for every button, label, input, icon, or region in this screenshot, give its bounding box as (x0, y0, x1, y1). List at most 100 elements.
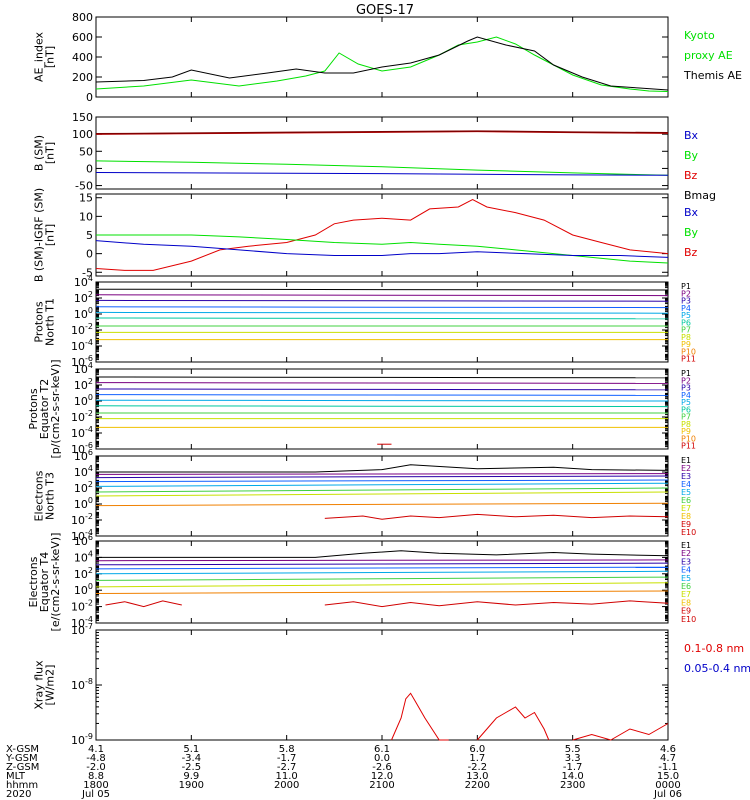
axis-tick-value: 3.3 (565, 753, 581, 764)
axis-tick-value: -1.7 (563, 762, 583, 773)
legend-entry: E1 (681, 541, 691, 550)
legend-entry: Bz (684, 169, 698, 182)
legend-entry: E8 (681, 598, 691, 607)
y-axis-label: Equator T2 (38, 379, 51, 439)
legend-entry: P11 (681, 355, 696, 364)
axis-tick-value: 4.7 (660, 753, 676, 764)
legend-entry: P7 (681, 326, 691, 335)
y-tick-label: 104 (74, 274, 93, 289)
legend-entry: E6 (681, 582, 691, 591)
y-axis-label: North T1 (44, 298, 57, 346)
y-tick-label: 150 (72, 111, 93, 124)
legend-entry: E10 (681, 615, 696, 624)
axis-tick-value: 1800 (83, 780, 108, 791)
axis-tick-value: -2.6 (372, 762, 392, 773)
axis-tick-value: 5.5 (565, 744, 581, 755)
y-axis-label: [nT] (44, 46, 57, 68)
y-tick-label: 0 (86, 162, 93, 175)
y-tick-label: 10-4 (71, 425, 93, 440)
legend-entry: E8 (681, 512, 691, 521)
series-e2 (95, 559, 669, 562)
legend-entry: P2 (681, 376, 691, 385)
legend-entry: P8 (681, 420, 691, 429)
y-tick-label: 0 (86, 91, 93, 104)
panel-3: -5 0 5 10 15 B (SM)-IGRF (SM)[nT] Bx By Bz (33, 188, 699, 282)
y-tick-label: 10-2 (71, 512, 93, 527)
axis-tick-value: 15.0 (657, 771, 679, 782)
y-tick-label: 200 (72, 71, 93, 84)
axis-tick-value: 8.8 (88, 771, 104, 782)
axis-row-label: Y-GSM (5, 753, 38, 764)
axis-tick-value: 13.0 (466, 771, 488, 782)
time-axis-table: X-GSM 4.1 5.1 5.8 6.1 6.0 5.5 4.6Y-GSM -4.8 -3.4-… (5, 744, 682, 800)
legend-entry: P9 (681, 340, 691, 349)
series-e3 (95, 562, 669, 566)
y-axis-label: Electrons (27, 556, 40, 607)
y-axis-label: [e/(cm2-s-sr-keV)] (49, 533, 62, 632)
series-p3 (95, 388, 669, 391)
panel-2: -50 0 50 100 150 B (SM)[nT] Bx By Bz Bmag (33, 111, 717, 202)
panel-frame (95, 368, 669, 450)
y-tick-label: 10-2 (71, 599, 93, 614)
series-p6 (95, 317, 669, 320)
panel-1: 0 200 400 600 800 AE_index[nT] Kyoto proxy AE Th… (33, 11, 742, 104)
legend-entry: P1 (681, 369, 691, 378)
y-axis-label: Protons (27, 388, 40, 429)
legend-entry: E10 (681, 528, 696, 537)
legend-entry: 0.1-0.8 nm (684, 642, 744, 655)
legend-entry: E4 (681, 566, 691, 575)
axis-tick-value: 9.9 (183, 771, 199, 782)
series-e6 (95, 487, 669, 493)
legend-entry: E2 (681, 549, 691, 558)
legend-entry: P10 (681, 347, 696, 356)
y-tick-label: 102 (74, 480, 93, 495)
series-e7 (95, 582, 669, 588)
panel-frame (95, 116, 669, 190)
panel-frame (95, 16, 669, 98)
legend-entry: P5 (681, 311, 691, 320)
y-tick-label: 50 (79, 145, 93, 158)
legend-entry: P9 (681, 427, 691, 436)
axis-tick-value: 0000 (655, 780, 680, 791)
y-axis-label: North T3 (44, 472, 57, 520)
y-axis-label: Equator T4 (38, 552, 51, 612)
legend-entry: E3 (681, 472, 691, 481)
series-e5 (95, 482, 669, 487)
legend-entry: P6 (681, 318, 691, 327)
series-p1 (95, 376, 669, 379)
y-tick-label: 10-2 (71, 322, 93, 337)
legend-entry: P7 (681, 413, 691, 422)
series-e2 (95, 473, 669, 475)
series-by (95, 160, 669, 176)
y-tick-label: 100 (72, 128, 93, 141)
axis-tick-value: 6.1 (374, 744, 390, 755)
legend-entry: Themis AE (683, 69, 742, 82)
legend-entry: P3 (681, 384, 691, 393)
series-p4 (95, 394, 669, 396)
series-e9 (105, 600, 182, 608)
axis-tick-value: 1.7 (469, 753, 485, 764)
axis-tick-value: 4.1 (88, 744, 104, 755)
y-tick-label: 106 (74, 448, 93, 463)
series-p5 (95, 311, 669, 314)
y-tick-label: 10-7 (71, 622, 93, 637)
series-0-1-0-8-nm (391, 692, 449, 741)
legend-entry: P8 (681, 333, 691, 342)
y-tick-label: 106 (74, 533, 93, 548)
legend-entry: P11 (681, 442, 696, 451)
y-axis-label: AE_index (33, 31, 46, 82)
y-axis-label: Protons (33, 301, 46, 342)
series-p1 (95, 288, 669, 291)
y-tick-label: 10-4 (71, 338, 93, 353)
legend-entry: By (684, 226, 699, 239)
legend-entry: E9 (681, 520, 691, 529)
series-e8 (95, 502, 669, 507)
axis-tick-value: -2.0 (86, 762, 106, 773)
series-e1 (96, 550, 669, 558)
axis-tick-value: 5.1 (183, 744, 199, 755)
y-tick-label: 5 (86, 229, 93, 242)
axis-row-label: hhmm (6, 780, 38, 791)
